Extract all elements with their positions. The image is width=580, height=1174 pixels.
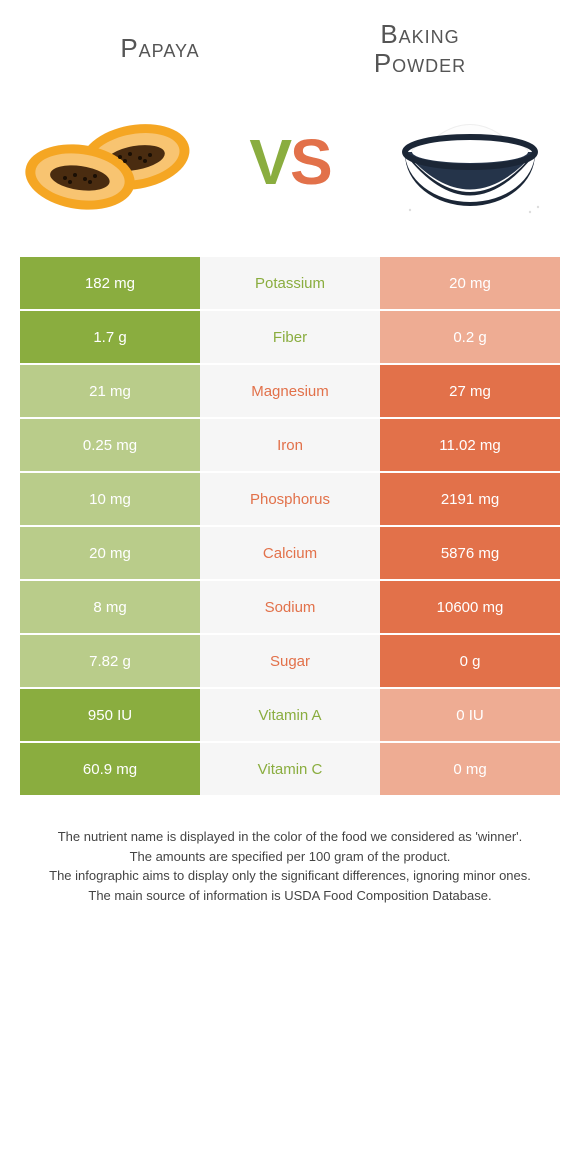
table-row: 182 mgPotassium20 mg xyxy=(20,257,560,311)
footer-line: The amounts are specified per 100 gram o… xyxy=(35,847,545,867)
vs-v: V xyxy=(249,126,290,198)
footer-line: The nutrient name is displayed in the co… xyxy=(35,827,545,847)
value-right: 5876 mg xyxy=(380,527,560,579)
right-title: Baking Powder xyxy=(290,20,550,77)
nutrient-label: Sodium xyxy=(200,581,380,633)
nutrient-label: Calcium xyxy=(200,527,380,579)
value-left: 182 mg xyxy=(20,257,200,309)
footer-line: The infographic aims to display only the… xyxy=(35,866,545,886)
vs-s: S xyxy=(290,126,331,198)
footer-notes: The nutrient name is displayed in the co… xyxy=(0,797,580,905)
value-left: 0.25 mg xyxy=(20,419,200,471)
value-left: 21 mg xyxy=(20,365,200,417)
value-left: 1.7 g xyxy=(20,311,200,363)
left-title: Papaya xyxy=(30,34,290,63)
value-right: 11.02 mg xyxy=(380,419,560,471)
value-left: 10 mg xyxy=(20,473,200,525)
value-right: 27 mg xyxy=(380,365,560,417)
table-row: 21 mgMagnesium27 mg xyxy=(20,365,560,419)
value-right: 0 mg xyxy=(380,743,560,795)
value-right: 0 g xyxy=(380,635,560,687)
table-row: 8 mgSodium10600 mg xyxy=(20,581,560,635)
table-row: 60.9 mgVitamin C0 mg xyxy=(20,743,560,797)
nutrient-label: Vitamin A xyxy=(200,689,380,741)
papaya-image xyxy=(10,87,210,237)
table-row: 10 mgPhosphorus2191 mg xyxy=(20,473,560,527)
value-left: 60.9 mg xyxy=(20,743,200,795)
value-left: 8 mg xyxy=(20,581,200,633)
nutrient-label: Phosphorus xyxy=(200,473,380,525)
value-left: 950 IU xyxy=(20,689,200,741)
value-left: 20 mg xyxy=(20,527,200,579)
value-left: 7.82 g xyxy=(20,635,200,687)
vs-label: VS xyxy=(249,125,330,199)
table-row: 20 mgCalcium5876 mg xyxy=(20,527,560,581)
right-title-text: Baking Powder xyxy=(290,20,550,77)
nutrient-label: Magnesium xyxy=(200,365,380,417)
nutrient-label: Sugar xyxy=(200,635,380,687)
table-row: 950 IUVitamin A0 IU xyxy=(20,689,560,743)
value-right: 10600 mg xyxy=(380,581,560,633)
nutrient-label: Vitamin C xyxy=(200,743,380,795)
table-row: 1.7 gFiber0.2 g xyxy=(20,311,560,365)
footer-line: The main source of information is USDA F… xyxy=(35,886,545,906)
value-right: 0.2 g xyxy=(380,311,560,363)
table-row: 0.25 mgIron11.02 mg xyxy=(20,419,560,473)
nutrient-label: Iron xyxy=(200,419,380,471)
value-right: 0 IU xyxy=(380,689,560,741)
value-right: 2191 mg xyxy=(380,473,560,525)
table-row: 7.82 gSugar0 g xyxy=(20,635,560,689)
nutrient-table: 182 mgPotassium20 mg1.7 gFiber0.2 g21 mg… xyxy=(0,257,580,797)
value-right: 20 mg xyxy=(380,257,560,309)
nutrient-label: Fiber xyxy=(200,311,380,363)
nutrient-label: Potassium xyxy=(200,257,380,309)
baking-powder-image xyxy=(370,87,570,237)
